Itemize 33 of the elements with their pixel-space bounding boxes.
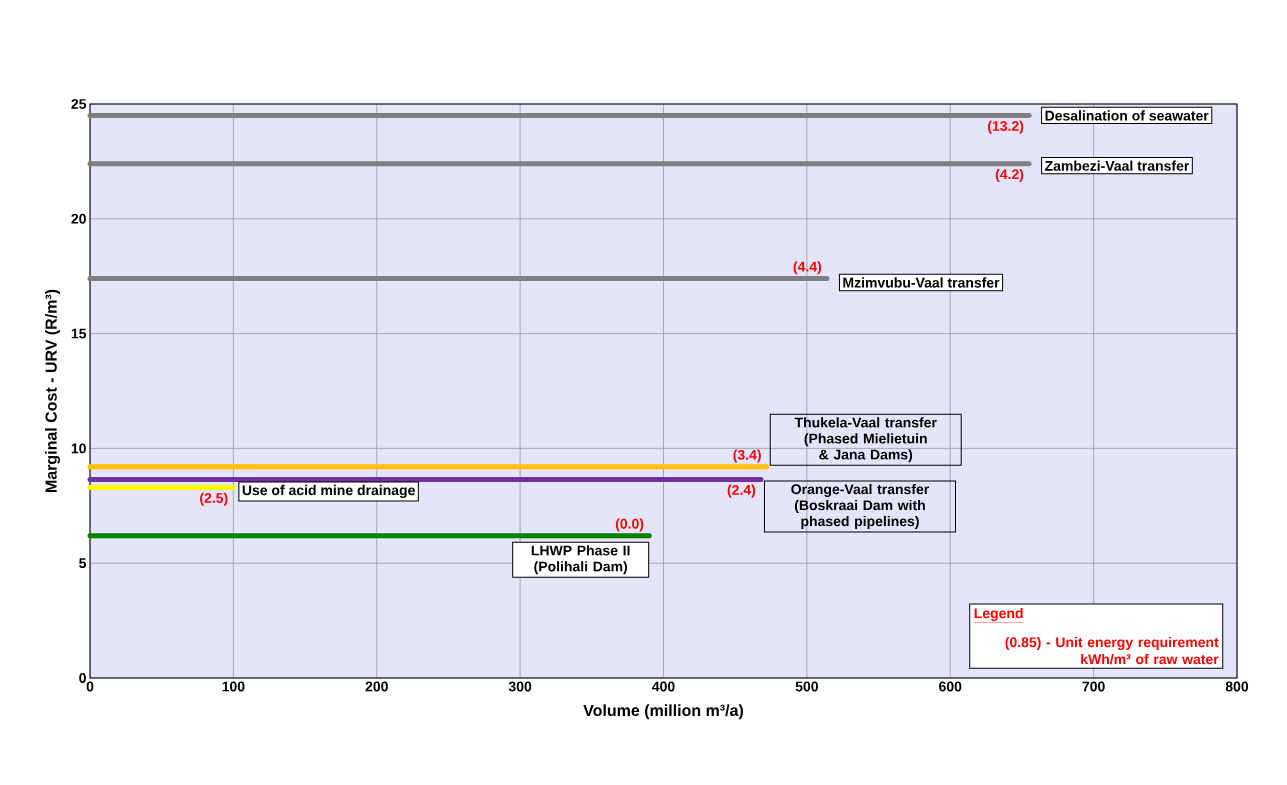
y-tick-label: 20 (71, 213, 86, 224)
annotation: (2.4) (727, 484, 756, 498)
annotation: (0.0) (615, 518, 644, 532)
annotation: (4.4) (793, 261, 822, 275)
y-tick-label: 25 (71, 99, 87, 109)
annotation: Legend (974, 607, 1023, 621)
y-tick-label: 15 (71, 328, 87, 339)
series-label: Zambezi-Vaal transfer (1045, 160, 1190, 171)
series-label: LHWP Phase II (Polihali Dam) (531, 545, 630, 575)
y-tick-label: 10 (71, 443, 86, 454)
x-tick-label: 600 (939, 681, 962, 692)
x-tick-label: 400 (652, 681, 675, 692)
annotation: (4.2) (995, 168, 1024, 182)
x-tick-label: 500 (795, 681, 818, 692)
x-tick-label: 100 (222, 681, 245, 692)
y-tick-label: 0 (79, 673, 86, 683)
series-label: Mzimvubu-Vaal transfer (843, 277, 1000, 288)
series-label: Desalination of seawater (1045, 110, 1209, 121)
annotation: (13.2) (988, 120, 1024, 134)
x-tick-label: 200 (365, 681, 388, 692)
annotation: (2.5) (200, 492, 228, 506)
series-label: Use of acid mine drainage (242, 484, 415, 498)
annotation: (3.4) (733, 449, 761, 463)
y-tick-label: 5 (79, 558, 87, 569)
text: Thukela-Vaal transfer (Phased Mielietuin & Jana Dams) (794, 417, 937, 463)
x-tick-label: 0 (86, 681, 94, 692)
x-tick-label: 700 (1082, 681, 1105, 692)
x-tick-label: 300 (508, 681, 532, 692)
x-axis-title: Volume (million m³/a) (583, 704, 743, 720)
y-axis-title: Marginal Cost - URV (R/m³) (45, 289, 61, 493)
text: Orange-Vaal transfer (Boskraai Dam with phased pipelines) (791, 483, 930, 529)
x-tick-label: 800 (1225, 681, 1249, 692)
annotation: (0.85) - Unit energy requirement kWh/m³ of raw water (1005, 636, 1219, 665)
